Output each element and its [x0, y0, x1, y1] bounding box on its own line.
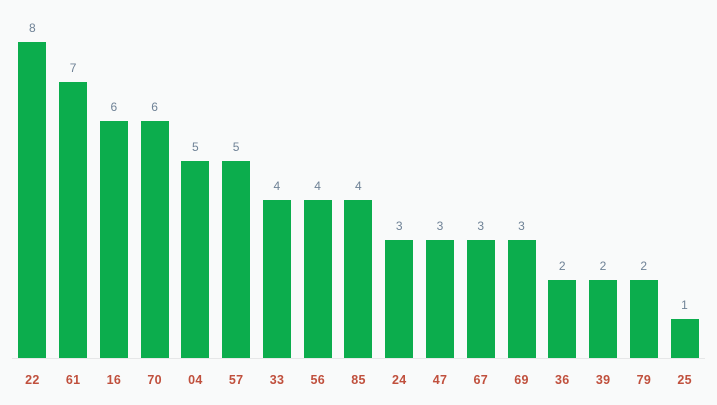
bar[interactable] [629, 280, 658, 359]
bar[interactable] [99, 121, 128, 359]
x-tick: 16 [94, 359, 135, 405]
x-tick: 33 [257, 359, 298, 405]
bar-group[interactable]: 2 [583, 0, 624, 359]
bar-group[interactable]: 6 [134, 0, 175, 359]
bar[interactable] [262, 200, 291, 359]
bar-value-label: 7 [69, 61, 77, 75]
x-tick: 04 [175, 359, 216, 405]
x-tick: 24 [379, 359, 420, 405]
x-tick-label: 70 [147, 373, 162, 387]
x-tick: 61 [53, 359, 94, 405]
x-tick-label: 25 [677, 373, 692, 387]
bar-value-label: 6 [110, 100, 118, 114]
x-tick: 79 [623, 359, 664, 405]
bar-group[interactable]: 4 [257, 0, 298, 359]
bar[interactable] [466, 240, 495, 359]
x-tick: 25 [664, 359, 705, 405]
x-tick: 85 [338, 359, 379, 405]
x-axis-tick-labels: 22 61 16 70 04 57 33 56 85 24 47 67 69 36 39 79 25 [12, 359, 705, 405]
bar-group[interactable]: 4 [297, 0, 338, 359]
x-tick: 69 [501, 359, 542, 405]
x-tick: 70 [134, 359, 175, 405]
x-tick: 39 [583, 359, 624, 405]
x-tick-label: 24 [391, 373, 407, 387]
bar[interactable] [181, 161, 210, 359]
bar-value-label: 3 [436, 219, 444, 233]
bar-value-label: 5 [191, 140, 199, 154]
bar-value-label: 3 [395, 219, 403, 233]
bar-group[interactable]: 2 [623, 0, 664, 359]
bar-value-label: 4 [314, 179, 322, 193]
bar[interactable] [426, 240, 455, 359]
plot-area: 8 7 6 6 5 5 4 4 4 3 3 3 3 2 2 2 1 [12, 0, 705, 359]
bar-value-label: 3 [518, 219, 525, 233]
x-tick: 67 [460, 359, 501, 405]
x-tick: 47 [420, 359, 461, 405]
x-tick: 56 [297, 359, 338, 405]
bar[interactable] [507, 240, 536, 359]
bar-group[interactable]: 4 [338, 0, 379, 359]
bar[interactable] [344, 200, 373, 359]
x-tick-label: 61 [65, 373, 81, 387]
x-tick-label: 79 [636, 373, 652, 387]
x-tick-label: 67 [473, 373, 489, 387]
x-tick-label: 22 [25, 373, 40, 387]
x-tick-label: 04 [188, 373, 203, 387]
bar-value-label: 4 [355, 179, 362, 193]
x-tick-label: 69 [514, 373, 529, 387]
bar-group[interactable]: 5 [175, 0, 216, 359]
x-tick-label: 56 [310, 373, 325, 387]
bar-group[interactable]: 3 [420, 0, 461, 359]
bar[interactable] [589, 280, 618, 359]
bar-value-label: 4 [273, 179, 281, 193]
bar[interactable] [385, 240, 414, 359]
bar[interactable] [303, 200, 332, 359]
x-tick-label: 47 [432, 373, 448, 387]
x-tick-label: 36 [555, 373, 570, 387]
bar-value-label: 2 [599, 259, 607, 273]
bar-value-label: 5 [232, 140, 240, 154]
bar[interactable] [670, 319, 699, 359]
bar-value-label: 2 [640, 259, 648, 273]
bar[interactable] [222, 161, 251, 359]
bar-value-label: 1 [681, 298, 689, 312]
bar[interactable] [18, 42, 47, 359]
bar-group[interactable]: 1 [664, 0, 705, 359]
bar-group[interactable]: 5 [216, 0, 257, 359]
x-tick: 36 [542, 359, 583, 405]
bar-value-label: 2 [558, 259, 566, 273]
bar-value-label: 6 [151, 100, 159, 114]
bar-group[interactable]: 3 [460, 0, 501, 359]
bar-value-label: 3 [477, 219, 485, 233]
x-tick: 22 [12, 359, 53, 405]
bar-group[interactable]: 8 [12, 0, 53, 359]
bar-group[interactable]: 2 [542, 0, 583, 359]
bar-group[interactable]: 6 [94, 0, 135, 359]
bar-group[interactable]: 7 [53, 0, 94, 359]
bar-group[interactable]: 3 [379, 0, 420, 359]
bar[interactable] [548, 280, 577, 359]
x-axis-line [12, 358, 705, 359]
x-tick-label: 33 [269, 373, 285, 387]
bar-group[interactable]: 3 [501, 0, 542, 359]
x-tick-label: 39 [595, 373, 611, 387]
bar-value-label: 8 [28, 21, 36, 35]
x-tick: 57 [216, 359, 257, 405]
bar[interactable] [140, 121, 169, 359]
x-tick-label: 85 [351, 373, 366, 387]
x-tick-label: 16 [106, 373, 122, 387]
bar[interactable] [59, 82, 88, 359]
x-tick-label: 57 [228, 373, 244, 387]
